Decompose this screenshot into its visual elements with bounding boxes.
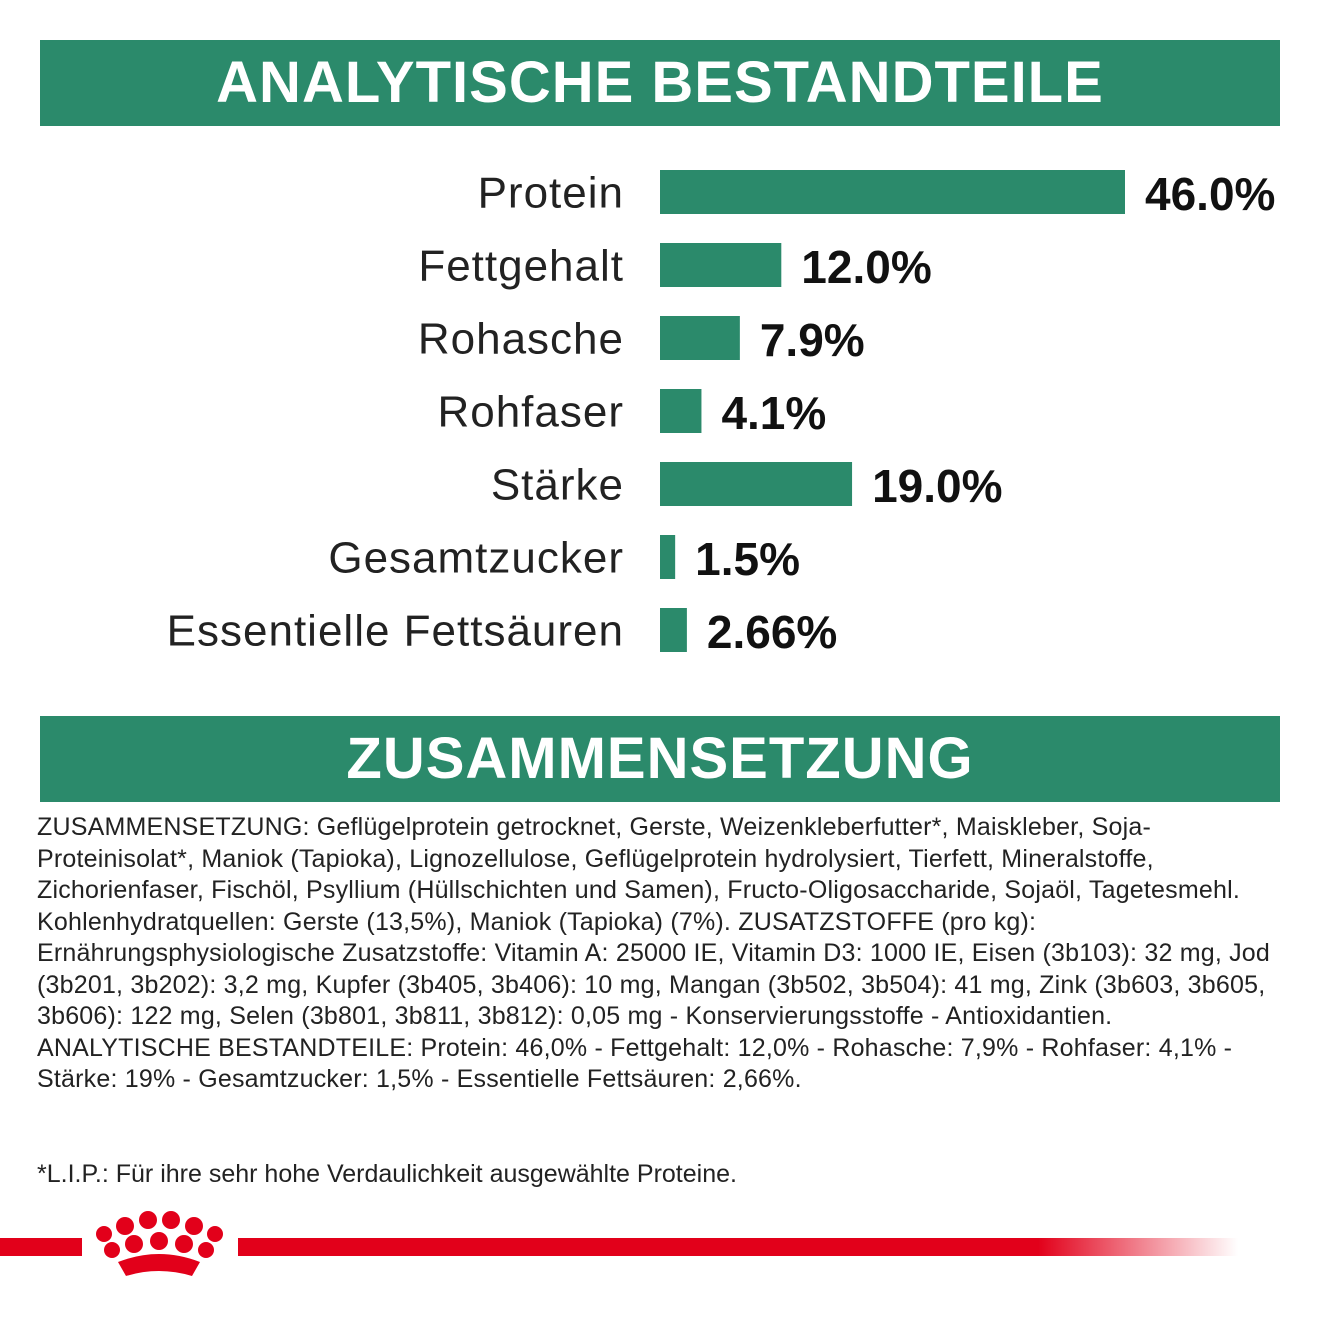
bar [660,535,676,579]
bar [660,170,1125,214]
composition-text: ZUSAMMENSETZUNG: Geflügelprotein getrock… [37,813,1271,1093]
bar [660,608,687,652]
value-label: 19.0% [872,460,1002,512]
value-label: 4.1% [721,387,826,439]
value-label: 7.9% [760,314,865,366]
category-label: Essentielle Fettsäuren [167,607,624,656]
category-label: Rohasche [418,315,624,364]
category-label: Stärke [491,461,624,510]
bar [660,316,740,360]
footnote: *L.I.P.: Für ihre sehr hohe Verdaulichke… [37,1160,737,1188]
value-label: 12.0% [801,241,931,293]
section-header: ANALYTISCHE BESTANDTEILE [40,40,1280,126]
bar [660,389,702,433]
red-line [0,1238,82,1256]
value-label: 2.66% [707,606,837,658]
category-label: Gesamtzucker [328,534,624,583]
value-label: 1.5% [695,533,800,585]
bar [660,462,853,506]
red-line [238,1238,1238,1256]
value-label: 46.0% [1145,168,1275,220]
crown [96,1211,223,1276]
chart: Protein 46.0% Fettgehalt 12.0% Rohasche 7.9% R… [167,168,1276,658]
category-label: Rohfaser [437,388,624,437]
bar [660,243,782,287]
section-header: ZUSAMMENSETZUNG [40,716,1280,802]
category-label: Fettgehalt [418,242,624,291]
category-label: Protein [478,169,624,218]
brand-logo [0,1211,1238,1276]
